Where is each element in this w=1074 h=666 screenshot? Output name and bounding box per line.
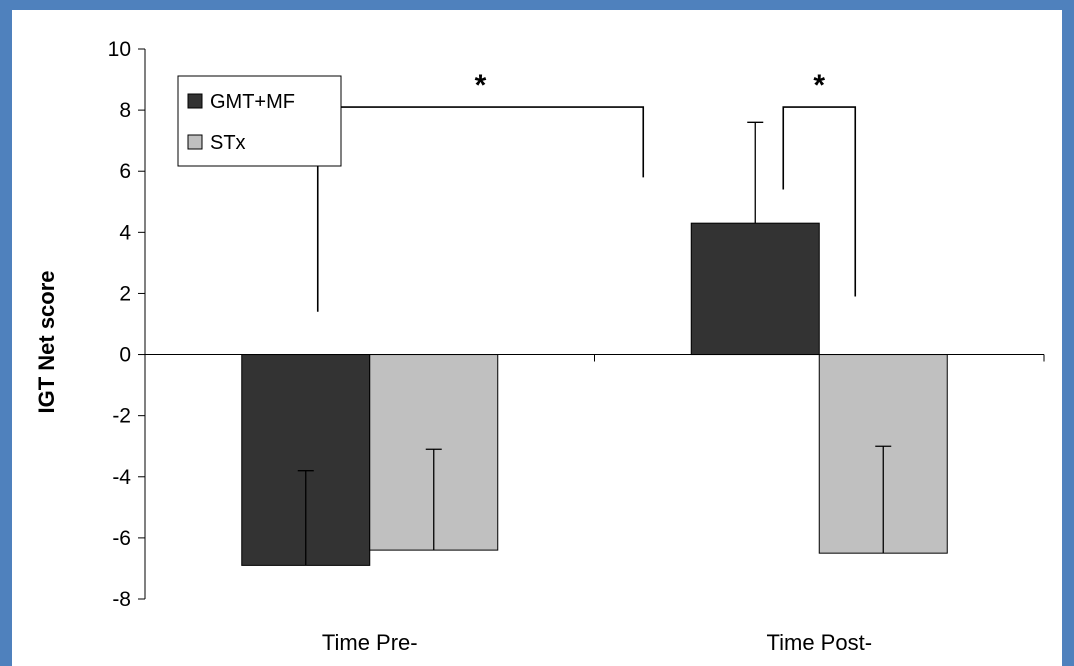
y-tick-labels: -8 -6 -4 -2 0 2 4 6 8 10 (108, 38, 132, 611)
y-tick-label: -2 (112, 405, 131, 428)
y-tick-label: 8 (119, 99, 131, 122)
legend-box (177, 75, 342, 167)
y-tick-label: 2 (119, 282, 131, 305)
significance-star: * (475, 69, 487, 102)
y-tick-label: 4 (119, 221, 131, 244)
legend-label-stx: STx (210, 132, 246, 154)
error-bars-layer (297, 121, 892, 566)
axes-layer (138, 48, 1045, 600)
bracket-pre-vs-post (316, 106, 645, 312)
legend-label-gmt-mf: GMT+MF (210, 91, 295, 113)
legend: GMT+MF STx (177, 75, 342, 167)
significance-star: * (813, 69, 825, 102)
bracket-post-groups (782, 106, 857, 297)
y-tick-label: 0 (119, 344, 131, 367)
bar-gmt-mf-time-post (690, 222, 820, 356)
y-tick-label: 10 (108, 38, 131, 61)
bars-layer (241, 222, 948, 566)
x-tick-label-time-post: Time Post- (766, 630, 872, 655)
y-tick-label: -6 (112, 527, 131, 550)
y-tick-label: -8 (112, 588, 131, 611)
chart-frame: -8 -6 -4 -2 0 2 4 6 8 10 Time Pre- Time Post- * * I… (12, 10, 1062, 666)
y-tick-label: 6 (119, 160, 131, 183)
y-axis-title: IGT Net score (34, 270, 59, 413)
y-tick-label: -4 (112, 466, 131, 489)
legend-swatch-stx (187, 134, 203, 150)
x-tick-label-time-pre: Time Pre- (322, 630, 418, 655)
significance-annotations: * * (316, 69, 857, 312)
x-category-labels: Time Pre- Time Post- (322, 630, 872, 655)
legend-swatch-gmt-mf (187, 93, 203, 109)
